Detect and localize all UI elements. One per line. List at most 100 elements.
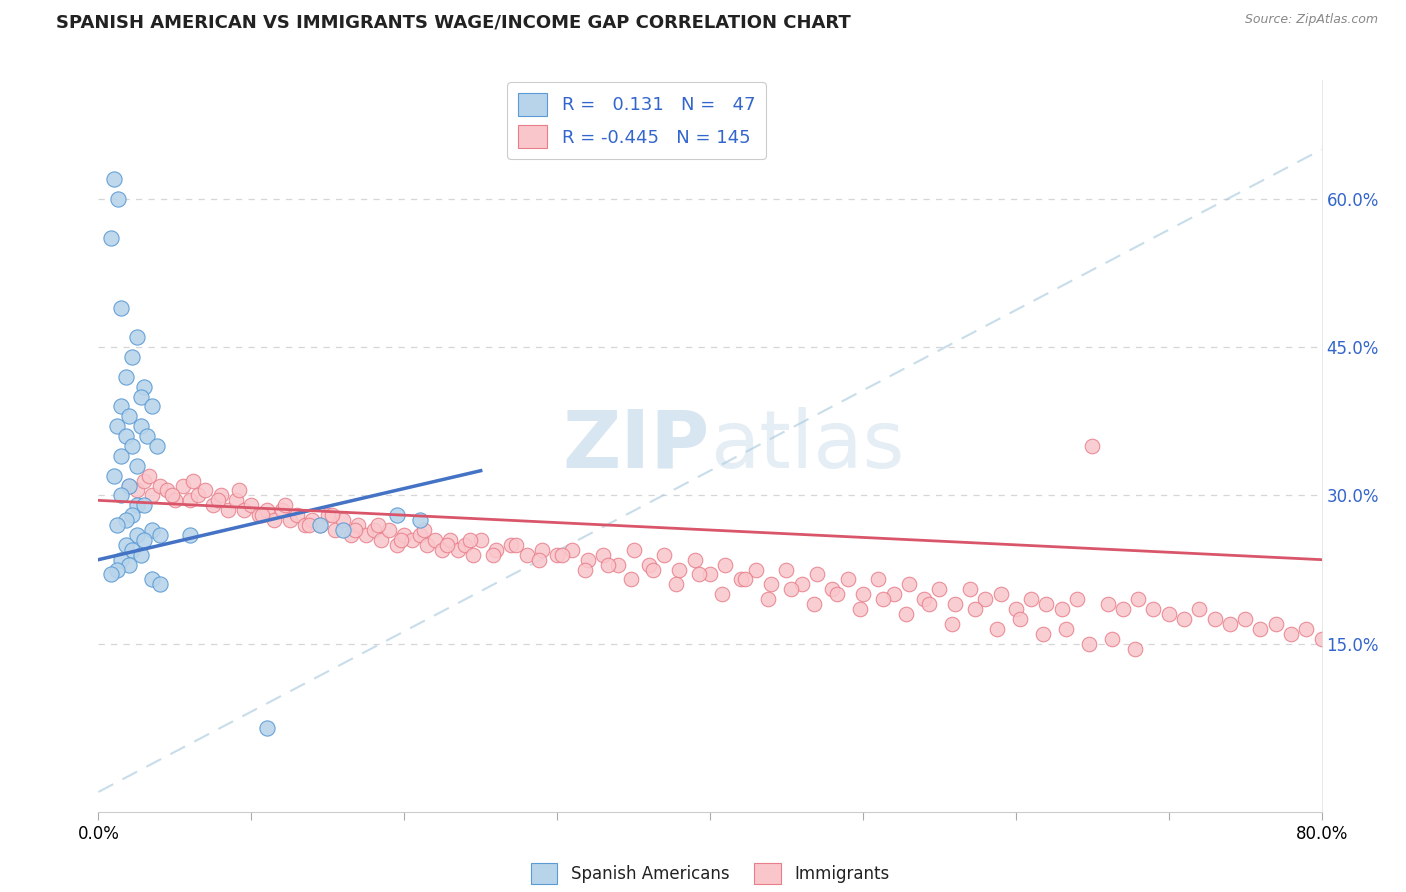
Point xyxy=(928,582,950,597)
Point xyxy=(1035,597,1057,611)
Point xyxy=(974,592,997,607)
Point xyxy=(643,563,665,577)
Point xyxy=(125,498,148,512)
Point xyxy=(125,528,148,542)
Point xyxy=(501,538,523,552)
Point xyxy=(294,518,316,533)
Point xyxy=(354,528,377,542)
Point xyxy=(141,523,163,537)
Point xyxy=(149,478,172,492)
Point xyxy=(115,538,138,552)
Point xyxy=(458,533,481,547)
Point xyxy=(321,508,343,523)
Point xyxy=(134,498,156,512)
Point xyxy=(347,518,370,533)
Text: Source: ZipAtlas.com: Source: ZipAtlas.com xyxy=(1244,13,1378,27)
Point xyxy=(775,563,797,577)
Point xyxy=(129,548,152,562)
Point xyxy=(1010,612,1032,626)
Point xyxy=(103,468,125,483)
Point xyxy=(1019,592,1042,607)
Point xyxy=(637,558,661,572)
Point xyxy=(530,542,553,557)
Point xyxy=(121,439,143,453)
Point xyxy=(806,567,828,582)
Point xyxy=(759,577,782,591)
Point xyxy=(247,508,270,523)
Point xyxy=(285,508,308,523)
Point xyxy=(125,458,148,473)
Point xyxy=(416,538,439,552)
Point xyxy=(172,478,194,492)
Point xyxy=(363,523,385,537)
Point xyxy=(894,607,917,621)
Point xyxy=(118,478,141,492)
Point xyxy=(485,542,508,557)
Point xyxy=(574,563,596,577)
Point xyxy=(136,429,159,443)
Point xyxy=(332,513,354,527)
Point xyxy=(125,483,148,498)
Point xyxy=(107,192,129,206)
Point xyxy=(551,548,574,562)
Point xyxy=(1101,632,1123,646)
Point xyxy=(141,573,163,587)
Point xyxy=(125,330,148,344)
Point xyxy=(730,573,752,587)
Point xyxy=(129,390,152,404)
Point xyxy=(1157,607,1180,621)
Point xyxy=(837,573,859,587)
Point xyxy=(332,523,354,537)
Point xyxy=(202,498,225,512)
Point xyxy=(118,409,141,424)
Point xyxy=(105,419,128,434)
Point xyxy=(110,400,132,414)
Point xyxy=(652,548,675,562)
Point xyxy=(141,400,163,414)
Point xyxy=(207,493,229,508)
Point xyxy=(821,582,844,597)
Point xyxy=(454,538,477,552)
Point xyxy=(436,538,458,552)
Point xyxy=(912,592,935,607)
Point xyxy=(745,563,768,577)
Point xyxy=(309,518,332,533)
Point xyxy=(367,518,389,533)
Point xyxy=(316,508,339,523)
Point xyxy=(576,552,599,566)
Point xyxy=(990,587,1012,601)
Point xyxy=(447,542,470,557)
Point xyxy=(160,488,183,502)
Point xyxy=(103,172,125,186)
Point xyxy=(756,592,779,607)
Point xyxy=(256,503,278,517)
Point xyxy=(868,573,890,587)
Point xyxy=(149,577,172,591)
Point xyxy=(897,577,920,591)
Point xyxy=(683,552,706,566)
Point xyxy=(592,548,614,562)
Point xyxy=(1097,597,1119,611)
Point xyxy=(963,602,986,616)
Point xyxy=(1219,616,1241,631)
Point xyxy=(470,533,492,547)
Point xyxy=(134,474,156,488)
Point xyxy=(1112,602,1135,616)
Point xyxy=(623,542,645,557)
Point xyxy=(1004,602,1026,616)
Point xyxy=(1310,632,1333,646)
Point xyxy=(129,419,152,434)
Point xyxy=(1249,622,1271,636)
Point xyxy=(110,552,132,566)
Point xyxy=(179,493,201,508)
Point xyxy=(179,528,201,542)
Point xyxy=(187,488,209,502)
Point xyxy=(145,439,167,453)
Point xyxy=(413,523,436,537)
Point xyxy=(1264,616,1286,631)
Point xyxy=(181,474,204,488)
Point xyxy=(688,567,710,582)
Point xyxy=(240,498,263,512)
Point xyxy=(1050,602,1073,616)
Point xyxy=(482,548,505,562)
